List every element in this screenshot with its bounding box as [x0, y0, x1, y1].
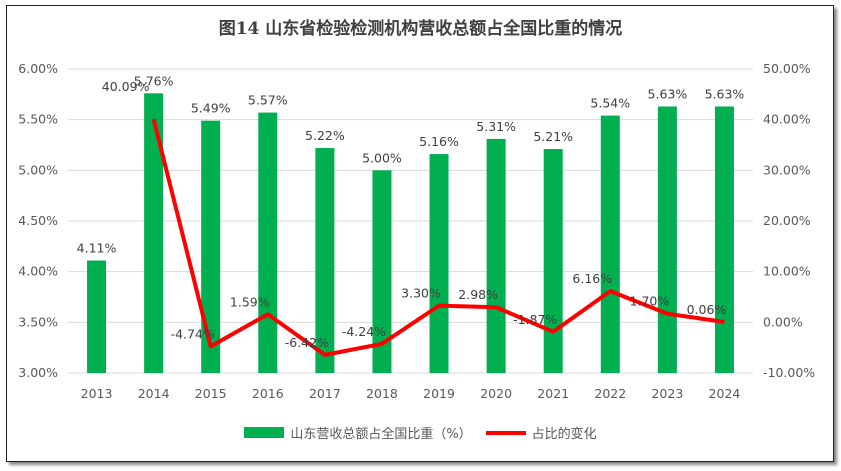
line-data-label: 1.59% — [230, 294, 270, 309]
bar — [144, 93, 164, 373]
y-left-tick-label: 4.00% — [18, 264, 58, 279]
bar-data-label: 5.21% — [533, 129, 573, 144]
line-data-label: 3.30% — [401, 286, 441, 301]
bar-data-label: 5.00% — [362, 150, 402, 165]
bar — [486, 138, 506, 373]
legend: 山东营收总额占全国比重（%） 占比的变化 — [0, 423, 841, 442]
legend-label-bar: 山东营收总额占全国比重（%） — [290, 427, 472, 442]
bar-data-label: 5.31% — [476, 119, 516, 134]
bar — [543, 149, 563, 373]
y-right-tick-label: 40.00% — [763, 112, 811, 127]
bar — [429, 154, 449, 373]
bar — [258, 112, 278, 373]
chart-frame — [6, 5, 834, 462]
line-data-label: 6.16% — [572, 271, 612, 286]
line-data-label: 2.98% — [458, 287, 498, 302]
y-right-tick-label: 0.00% — [763, 314, 803, 329]
bar-data-label: 5.22% — [305, 128, 345, 143]
x-tick-label: 2014 — [138, 386, 170, 401]
x-tick-label: 2023 — [651, 386, 683, 401]
bar-data-label: 5.49% — [191, 101, 231, 116]
x-tick-label: 2015 — [195, 386, 227, 401]
y-right-tick-label: 50.00% — [763, 61, 811, 76]
bar — [714, 106, 734, 373]
x-tick-label: 2022 — [594, 386, 626, 401]
line-data-label: -6.42% — [285, 335, 329, 350]
bar-data-label: 5.54% — [590, 96, 630, 111]
y-left-tick-label: 3.00% — [18, 365, 58, 380]
x-tick-label: 2021 — [537, 386, 569, 401]
x-tick-label: 2020 — [480, 386, 512, 401]
y-right-tick-label: 30.00% — [763, 162, 811, 177]
bar-data-label: 4.11% — [77, 241, 117, 256]
bar-data-label: 5.57% — [248, 93, 288, 108]
y-left-tick-label: 6.00% — [18, 61, 58, 76]
legend-swatch-line — [485, 430, 526, 435]
y-right-tick-label: 10.00% — [763, 264, 811, 279]
y-right-tick-label: -10.00% — [763, 365, 815, 380]
bar — [201, 120, 221, 374]
legend-swatch-bar — [244, 427, 285, 438]
x-tick-label: 2024 — [709, 386, 741, 401]
line-data-label: 0.06% — [687, 302, 727, 317]
y-left-tick-label: 3.50% — [18, 314, 58, 329]
bar-data-label: 5.16% — [419, 134, 459, 149]
line-data-label: -4.74% — [171, 326, 215, 341]
bar-data-label: 5.63% — [705, 86, 745, 101]
y-left-tick-label: 5.50% — [18, 112, 58, 127]
bar — [600, 115, 620, 373]
bar-data-label: 5.63% — [648, 86, 688, 101]
line-data-label: 1.70% — [630, 294, 670, 309]
chart-title: 图14 山东省检验检测机构营收总额占全国比重的情况 — [218, 19, 623, 39]
line-data-label: -1.87% — [513, 312, 557, 327]
x-tick-label: 2016 — [252, 386, 284, 401]
legend-label-line: 占比的变化 — [531, 427, 597, 442]
x-tick-label: 2013 — [81, 386, 113, 401]
legend-item-bar: 山东营收总额占全国比重（%） — [244, 423, 472, 442]
line-data-label: 40.09% — [102, 79, 150, 94]
bar-data-label: 5.76% — [134, 73, 174, 88]
y-left-tick-label: 5.00% — [18, 162, 58, 177]
y-left-tick-label: 4.50% — [18, 213, 58, 228]
x-tick-label: 2017 — [309, 386, 341, 401]
x-tick-label: 2019 — [423, 386, 455, 401]
x-tick-label: 2018 — [366, 386, 398, 401]
y-right-tick-label: 20.00% — [763, 213, 811, 228]
legend-item-line: 占比的变化 — [485, 423, 597, 442]
bar — [315, 148, 335, 373]
line-data-label: -4.24% — [342, 324, 386, 339]
bar — [87, 260, 107, 373]
bar — [372, 170, 392, 373]
bar — [657, 106, 677, 373]
